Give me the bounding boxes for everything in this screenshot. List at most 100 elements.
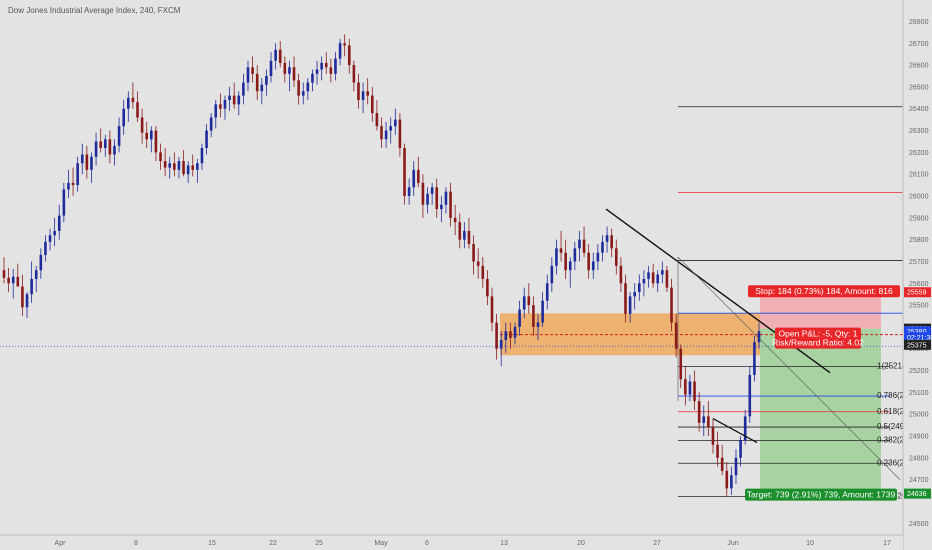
candle-body bbox=[601, 241, 604, 253]
price-tick-label: 24500 bbox=[909, 521, 929, 528]
candle-body bbox=[591, 261, 595, 271]
background-layer: 1(25214) 0.786(25 0.618(2 0.5(2491 0.382(2 0.… bbox=[0, 106, 910, 501]
candle-body bbox=[306, 82, 310, 92]
candle-body bbox=[495, 322, 498, 349]
candle-body bbox=[200, 148, 204, 164]
candle-body bbox=[7, 277, 10, 284]
candle-body bbox=[242, 82, 245, 96]
candles-layer bbox=[2, 34, 761, 498]
candle-body bbox=[255, 73, 259, 92]
candle-body bbox=[2, 270, 6, 278]
candle-body bbox=[150, 130, 153, 140]
candle-body bbox=[656, 274, 660, 284]
price-tag-label: 25375 bbox=[907, 342, 927, 349]
candle-body bbox=[103, 139, 107, 148]
pnl-box bbox=[775, 327, 861, 349]
rr-text: Risk/Reward Ratio: 4.02 bbox=[772, 338, 864, 348]
candle-body bbox=[582, 239, 586, 253]
stop-label-text: Stop: 184 (0.73%) 184, Amount: 816 bbox=[755, 286, 893, 296]
trendline-short[interactable] bbox=[712, 418, 758, 444]
candle-body bbox=[435, 187, 439, 210]
price-tick-label: 26200 bbox=[909, 150, 929, 157]
candle-body bbox=[228, 95, 231, 100]
candle-body bbox=[743, 416, 747, 441]
candle-body bbox=[734, 457, 738, 476]
candle-body bbox=[53, 230, 56, 236]
price-tick-label: 26800 bbox=[909, 19, 929, 26]
price-tick-label: 26400 bbox=[909, 106, 929, 113]
candle-body bbox=[624, 283, 627, 314]
candle-body bbox=[670, 287, 673, 323]
price-tick-label: 26500 bbox=[909, 84, 929, 91]
candle-body bbox=[449, 191, 452, 218]
candle-body bbox=[642, 278, 646, 284]
candle-body bbox=[173, 163, 176, 170]
candle-body bbox=[205, 130, 208, 148]
candle-body bbox=[209, 117, 213, 131]
candle-body bbox=[513, 326, 517, 338]
candle-body bbox=[426, 193, 429, 205]
price-tick-label: 25100 bbox=[909, 390, 929, 397]
candle-body bbox=[168, 163, 172, 168]
candle-body bbox=[421, 182, 425, 205]
candle-body bbox=[638, 283, 641, 292]
time-tick-label: 20 bbox=[577, 540, 585, 547]
candle-body bbox=[108, 139, 112, 155]
candle-body bbox=[39, 254, 43, 271]
candle-body bbox=[366, 91, 369, 96]
candle-body bbox=[301, 91, 305, 96]
candle-body bbox=[232, 95, 236, 105]
candle-body bbox=[140, 117, 144, 133]
candle-body bbox=[136, 102, 139, 118]
candle-body bbox=[370, 95, 374, 114]
target-label-text: Target: 739 (2.91%) 739, Amount: 1739 bbox=[747, 490, 896, 500]
candle-body bbox=[288, 67, 291, 74]
candle-body bbox=[614, 248, 618, 266]
candle-body bbox=[67, 182, 70, 190]
candle-body bbox=[707, 416, 710, 428]
candle-body bbox=[338, 43, 342, 59]
price-tag bbox=[904, 287, 931, 298]
candle-body bbox=[191, 165, 195, 170]
candle-body bbox=[159, 152, 162, 162]
time-tick-label: 6 bbox=[425, 540, 429, 547]
fib-level-label: 0.5(2491 bbox=[877, 422, 909, 431]
price-tick-label: 25000 bbox=[909, 412, 929, 419]
price-tick-label: 26100 bbox=[909, 172, 929, 179]
candle-body bbox=[403, 148, 406, 196]
candle-body bbox=[48, 235, 52, 242]
candle-body bbox=[564, 252, 567, 271]
candle-body bbox=[674, 322, 678, 349]
candle-body bbox=[444, 191, 448, 205]
candle-body bbox=[550, 265, 554, 284]
fib-level-label: 1(25214) bbox=[877, 361, 909, 370]
pnl-text: Open P&L: -5, Qty: 1 bbox=[779, 329, 858, 339]
price-axis[interactable] bbox=[903, 0, 932, 550]
price-tag-label: 25380 bbox=[907, 329, 927, 336]
candle-body bbox=[757, 331, 761, 343]
time-axis[interactable] bbox=[0, 535, 903, 550]
candle-body bbox=[131, 97, 135, 103]
stop-loss-zone[interactable] bbox=[760, 292, 881, 329]
candle-body bbox=[297, 80, 300, 96]
price-tick-label: 25600 bbox=[909, 281, 929, 288]
candle-body bbox=[311, 73, 314, 83]
candle-body bbox=[380, 126, 383, 140]
candle-body bbox=[352, 65, 356, 83]
candle-body bbox=[182, 161, 185, 175]
candle-body bbox=[394, 119, 397, 127]
candle-body bbox=[278, 49, 282, 63]
candle-body bbox=[661, 270, 664, 275]
price-tag-label: 02:21:38 bbox=[907, 335, 932, 342]
candle-body bbox=[619, 265, 623, 284]
target-zone[interactable] bbox=[760, 328, 881, 494]
time-tick-label: 25 bbox=[315, 540, 323, 547]
time-tick-label: 10 bbox=[806, 540, 814, 547]
price-tick-label: 26600 bbox=[909, 63, 929, 70]
candle-body bbox=[25, 294, 29, 308]
time-tick-label: Jun bbox=[727, 540, 738, 547]
candle-body bbox=[753, 342, 756, 375]
candle-body bbox=[260, 84, 264, 92]
